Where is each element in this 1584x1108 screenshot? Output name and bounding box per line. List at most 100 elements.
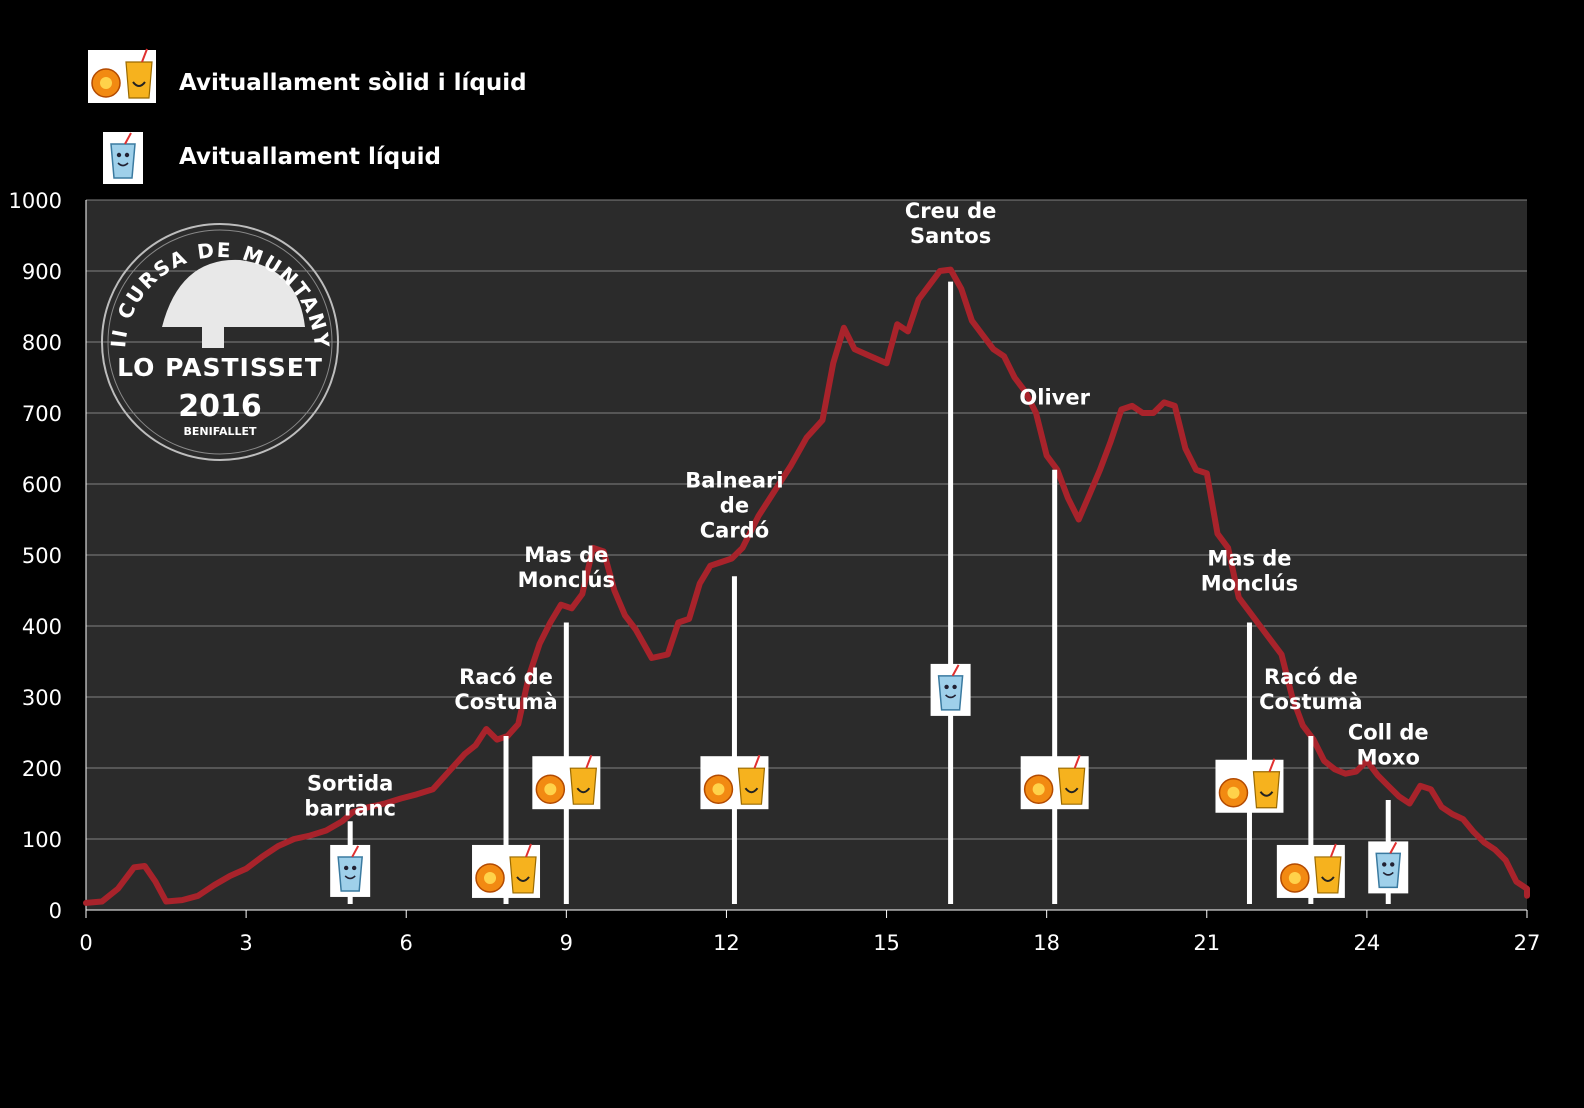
juice-glass-icon [509,856,537,894]
juice-glass-icon [1058,767,1086,805]
y-tick-label: 1000 [9,189,62,213]
straw [951,664,960,677]
solid-liquid-icon [1020,754,1089,810]
smile [744,787,759,794]
legend-label-liquid: Avituallament líquid [179,144,441,170]
orange-center [1032,783,1045,796]
y-tick-label: 600 [22,473,62,497]
juice-glass-icon [737,767,766,805]
smile [117,162,129,167]
logo-tree-trunk [202,326,224,348]
water-glass-icon [937,675,964,711]
orange-center [544,783,557,796]
smile [344,875,356,880]
aid-station-label-line: Oliver [1019,385,1090,409]
logo-ring [101,223,339,461]
aid-station-label-line: Santos [910,224,991,248]
smile [516,876,530,882]
aid-station-label-line: Balneari [685,469,783,493]
legend-solid-liquid-icon [88,48,156,103]
aid-station-label-line: Racó de [459,665,553,689]
aid-station-label-line: Mas de [1207,547,1291,571]
solid-liquid-icon [532,754,601,810]
x-tick-label: 3 [239,931,252,955]
y-tick-label: 700 [22,402,62,426]
plot-area: 0 100 200 300 400 500 600 700 800 900 1000 0 3 6 9 12 15… [9,189,1541,955]
aid-station: Sortida barranc [304,772,396,904]
logo-ring-inner [107,229,333,455]
x-tick-label: 9 [560,931,573,955]
aid-station-label: Sortida barranc [304,772,396,821]
aid-station-label-line: Costumà [454,690,557,714]
orange-center [1288,871,1301,884]
legend [88,48,156,184]
solid-liquid-icon [1215,758,1284,813]
aid-station-label-line: Moxo [1357,746,1420,770]
liquid-icon [930,663,971,716]
aid-station: Oliver [1019,385,1091,904]
legend-label-solid-liquid: Avituallament sòlid i líquid [179,70,527,96]
logo-town: BENIFALLET [184,425,257,438]
straw [525,843,532,858]
x-tick-label: 24 [1354,931,1381,955]
eye [1382,862,1387,867]
y-tick-label: 800 [22,331,62,355]
x-tick-label: 21 [1193,931,1220,955]
aid-station: Racó de Costumà [1259,665,1363,904]
elevation-line [83,266,1530,906]
y-tick-label: 200 [22,757,62,781]
solid-liquid-icon [1276,843,1345,898]
smile [132,81,146,87]
orange-center [484,871,497,884]
water-glass-icon [337,856,364,892]
straw [1389,841,1398,854]
aid-station: Mas de Monclús [1201,547,1298,904]
juice-glass-icon [569,767,597,805]
aid-station-label: Oliver [1019,385,1090,409]
smile [1259,791,1274,797]
eye [944,684,949,690]
x-tick-label: 0 [79,931,92,955]
x-tick-label: 6 [400,931,413,955]
logo-name: LO PASTISSET [117,353,323,382]
aid-station-label-line: Cardó [700,519,769,543]
y-tick-label: 0 [49,899,62,923]
aid-station: Racó de Costumà [454,665,558,904]
eye [952,684,957,690]
aid-station-label: Racó de Costumà [454,665,557,714]
aid-station-label-line: Coll de [1348,721,1429,745]
liquid-icon [330,844,371,897]
water-glass-icon [1375,852,1402,889]
smile [1382,871,1394,876]
solid-liquid-icon [472,843,541,898]
logo-year: 2016 [178,389,262,424]
smile [1321,876,1335,882]
aid-station-label-line: de [720,494,749,518]
aid-station-label-line: barranc [304,797,396,821]
aid-station-label-line: Costumà [1259,690,1362,714]
aid-station-label-line: Creu de [905,199,997,223]
logo-tree-canopy [162,259,305,327]
straw [1329,843,1337,858]
orange-center [1227,786,1240,799]
aid-station-label: Mas de Monclús [518,543,615,592]
x-tick-label: 12 [713,931,740,955]
aid-station-label: Mas de Monclús [1201,547,1298,596]
straw [124,132,132,145]
x-tick-label: 15 [873,931,900,955]
straw [141,48,148,63]
juice-glass-icon [1314,856,1342,894]
aid-station: Mas de Monclús [518,543,615,904]
x-tick-label: 18 [1033,931,1060,955]
aid-station: Creu de Santos [905,199,997,904]
aid-station-label-line: Monclús [1201,572,1298,596]
y-tick-label: 400 [22,615,62,639]
aid-station-label-line: Monclús [518,568,615,592]
x-tick-label: 27 [1514,931,1541,955]
solid-liquid-icon [700,754,769,810]
aid-station-label: Coll de Moxo [1348,721,1429,770]
aid-station-label-line: Racó de [1264,665,1358,689]
y-tick-label: 300 [22,686,62,710]
orange-center [712,783,725,796]
